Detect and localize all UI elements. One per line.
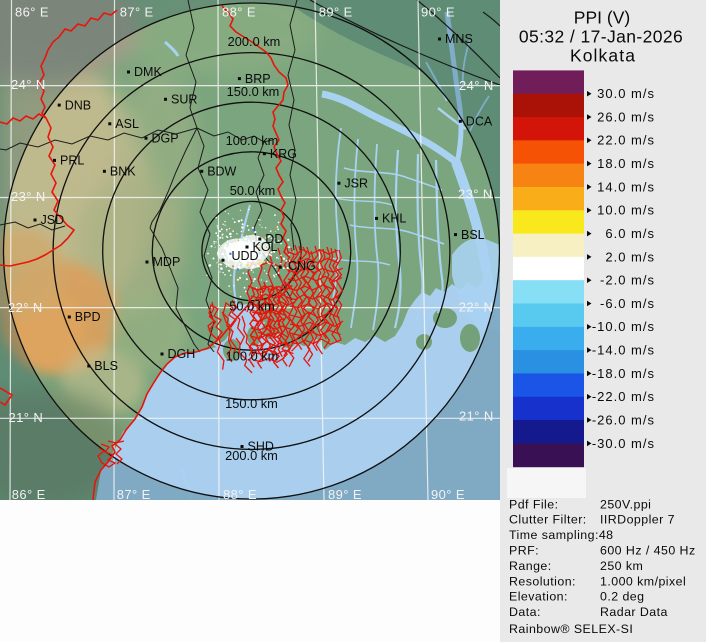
svg-text:DGH: DGH bbox=[168, 347, 196, 361]
svg-text:23° N: 23° N bbox=[11, 189, 46, 204]
svg-text:24° N: 24° N bbox=[11, 77, 46, 92]
svg-text:0.2 deg: 0.2 deg bbox=[600, 590, 645, 604]
svg-text:DD: DD bbox=[265, 232, 283, 246]
svg-text:-18.0 m/s: -18.0 m/s bbox=[592, 366, 655, 381]
svg-text:Clutter Filter:: Clutter Filter: bbox=[509, 513, 587, 527]
svg-text:22° N: 22° N bbox=[459, 300, 494, 315]
svg-text:SHD: SHD bbox=[248, 440, 274, 454]
svg-text:DGP: DGP bbox=[152, 131, 179, 145]
svg-text:-6.0 m/s: -6.0 m/s bbox=[600, 296, 655, 311]
svg-text:DCA: DCA bbox=[466, 115, 493, 129]
svg-text:87° E: 87° E bbox=[117, 487, 151, 502]
svg-text:-26.0 m/s: -26.0 m/s bbox=[592, 412, 655, 427]
svg-text:Rainbow® SELEX-SI: Rainbow® SELEX-SI bbox=[509, 622, 633, 636]
svg-text:200.0 km: 200.0 km bbox=[228, 34, 281, 49]
svg-text:KRG: KRG bbox=[270, 147, 297, 161]
svg-text:05:32 / 17-Jan-2026: 05:32 / 17-Jan-2026 bbox=[519, 27, 683, 47]
svg-text:50.0 km: 50.0 km bbox=[230, 183, 276, 198]
svg-text:Range:: Range: bbox=[509, 559, 552, 573]
svg-text:21° N: 21° N bbox=[459, 409, 494, 424]
svg-text:IIRDoppler 7: IIRDoppler 7 bbox=[600, 513, 675, 527]
svg-text:600 Hz / 450 Hz: 600 Hz / 450 Hz bbox=[600, 544, 696, 558]
svg-text:Elevation:: Elevation: bbox=[509, 590, 568, 604]
svg-text:100.0 km: 100.0 km bbox=[226, 349, 279, 364]
svg-text:-30.0 m/s: -30.0 m/s bbox=[592, 436, 655, 451]
svg-text:100.0 km: 100.0 km bbox=[226, 133, 279, 148]
svg-text:BNK: BNK bbox=[110, 165, 136, 179]
svg-text:23° N: 23° N bbox=[458, 187, 493, 202]
svg-text:150.0 km: 150.0 km bbox=[225, 396, 278, 411]
svg-text:22° N: 22° N bbox=[8, 300, 43, 315]
svg-text:DMK: DMK bbox=[134, 65, 162, 79]
svg-text:250 km: 250 km bbox=[600, 559, 643, 573]
svg-text:1.000 km/pixel: 1.000 km/pixel bbox=[600, 574, 686, 588]
svg-text:BLS: BLS bbox=[94, 359, 118, 373]
svg-text:BSL: BSL bbox=[461, 228, 485, 242]
svg-text:-14.0 m/s: -14.0 m/s bbox=[592, 343, 655, 358]
svg-text:14.0 m/s: 14.0 m/s bbox=[597, 179, 655, 194]
svg-text:18.0 m/s: 18.0 m/s bbox=[597, 156, 655, 171]
svg-text:DNB: DNB bbox=[65, 98, 91, 112]
svg-text:86° E: 86° E bbox=[15, 5, 49, 20]
svg-text:86° E: 86° E bbox=[12, 487, 46, 502]
svg-text:88° E: 88° E bbox=[222, 5, 256, 20]
svg-text:-22.0 m/s: -22.0 m/s bbox=[592, 389, 655, 404]
svg-text:Time sampling:48: Time sampling:48 bbox=[509, 528, 614, 542]
svg-text:BPD: BPD bbox=[75, 310, 101, 324]
svg-text:88° E: 88° E bbox=[223, 487, 257, 502]
svg-text:Resolution:: Resolution: bbox=[509, 574, 576, 588]
svg-text:Pdf File:: Pdf File: bbox=[509, 497, 559, 511]
svg-text:89° E: 89° E bbox=[319, 5, 353, 20]
svg-text:ASL: ASL bbox=[115, 117, 139, 131]
svg-text:50.0 km: 50.0 km bbox=[229, 299, 275, 314]
svg-text:26.0 m/s: 26.0 m/s bbox=[597, 109, 655, 124]
svg-text:150.0 km: 150.0 km bbox=[227, 84, 280, 99]
svg-text:PRL: PRL bbox=[60, 154, 84, 168]
svg-text:CNG: CNG bbox=[288, 259, 316, 273]
svg-text:2.0 m/s: 2.0 m/s bbox=[605, 249, 655, 264]
svg-text:30.0 m/s: 30.0 m/s bbox=[597, 86, 655, 101]
svg-text:MNS: MNS bbox=[445, 32, 473, 46]
svg-text:MDP: MDP bbox=[153, 255, 181, 269]
svg-text:Data:: Data: bbox=[509, 605, 541, 619]
svg-text:SUR: SUR bbox=[171, 93, 197, 107]
svg-text:Kolkata: Kolkata bbox=[570, 46, 636, 66]
svg-text:250V.ppi: 250V.ppi bbox=[600, 497, 651, 511]
svg-text:KHL: KHL bbox=[382, 212, 406, 226]
svg-text:21° N: 21° N bbox=[9, 410, 44, 425]
svg-text:-2.0 m/s: -2.0 m/s bbox=[600, 273, 655, 288]
svg-text:PPI (V): PPI (V) bbox=[574, 8, 630, 28]
svg-text:87° E: 87° E bbox=[120, 5, 154, 20]
svg-text:10.0 m/s: 10.0 m/s bbox=[597, 203, 655, 218]
svg-text:Radar Data: Radar Data bbox=[600, 605, 668, 619]
svg-text:6.0 m/s: 6.0 m/s bbox=[605, 226, 655, 241]
svg-text:22.0 m/s: 22.0 m/s bbox=[597, 133, 655, 148]
svg-text:90° E: 90° E bbox=[421, 5, 455, 20]
svg-text:90° E: 90° E bbox=[431, 487, 465, 502]
svg-text:89° E: 89° E bbox=[328, 487, 362, 502]
svg-text:24° N: 24° N bbox=[459, 78, 494, 93]
svg-text:200.0 km: 200.0 km bbox=[225, 448, 278, 463]
svg-text:UDD: UDD bbox=[232, 249, 259, 263]
svg-text:BDW: BDW bbox=[207, 165, 236, 179]
svg-text:JSR: JSR bbox=[344, 176, 368, 190]
svg-text:JSD: JSD bbox=[41, 213, 65, 227]
svg-text:KOL: KOL bbox=[253, 240, 278, 254]
svg-text:-10.0 m/s: -10.0 m/s bbox=[592, 319, 655, 334]
svg-text:BRP: BRP bbox=[245, 72, 271, 86]
svg-text:PRF:: PRF: bbox=[509, 544, 539, 558]
